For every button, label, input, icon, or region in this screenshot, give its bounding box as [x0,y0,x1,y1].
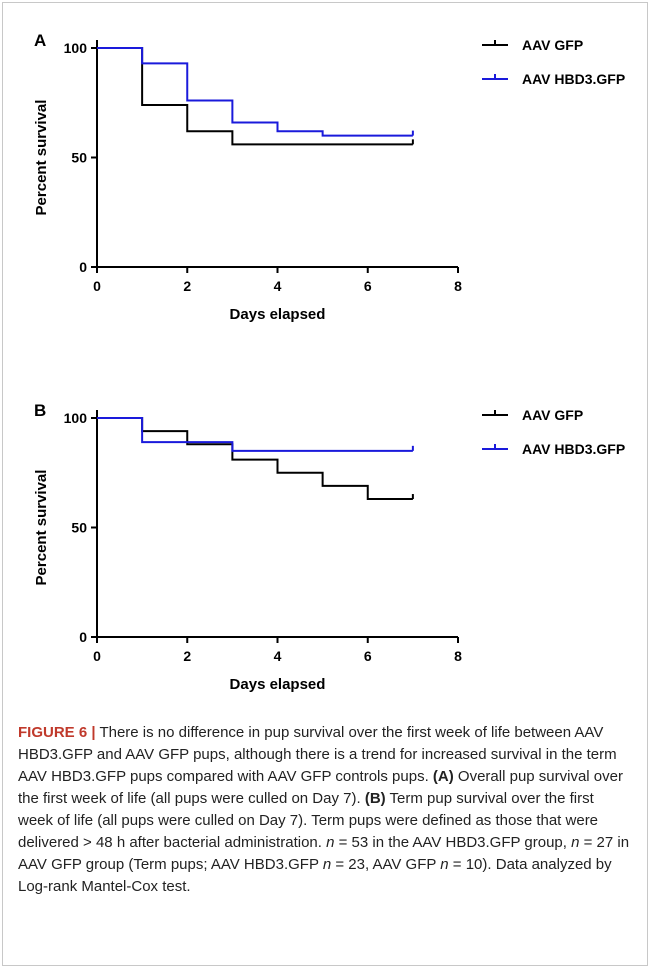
caption-n-text: = 27 in AAV GFP group (Term pups; AAV HB… [18,834,630,873]
y-tick-label: 50 [71,150,87,166]
caption-n-var: n [571,834,580,851]
caption-n-text: = 10). Data analyzed by Log-rank Mantel-… [18,856,612,895]
legend-label: AAV HBD3.GFP [522,71,625,87]
figure-caption: FIGURE 6 | There is no difference in pup… [18,722,630,898]
caption-intro: There is no difference in pup survival o… [18,724,617,785]
series-line-aav-gfp [97,417,413,501]
caption-n-text: = 23, AAV GFP [331,856,441,873]
legend-label: AAV HBD3.GFP [522,441,625,457]
x-tick-label: 6 [364,278,372,294]
caption-figure-label: FIGURE 6 | [18,724,96,741]
y-axis-title: Percent survival [33,470,50,586]
legend-label: AAV GFP [522,37,583,53]
y-tick-label: 100 [64,40,88,56]
legend-label: AAV GFP [522,407,583,423]
panel-label-a: A [34,31,46,50]
caption-n-text: = 53 in the AAV HBD3.GFP group, [334,834,572,851]
x-tick-label: 4 [274,648,282,664]
panel-label-b: B [34,401,46,420]
caption-panel-b-text: Term pup survival over the first week of… [18,790,599,851]
series-line-aav-hbd3-gfp [97,417,413,452]
x-tick-label: 8 [454,278,462,294]
x-tick-label: 6 [364,648,372,664]
caption-n-var: n [322,856,332,873]
y-tick-label: 0 [79,259,87,275]
caption-panel-a-text: Overall pup survival over the first week… [18,768,623,807]
x-tick-label: 4 [274,278,282,294]
series-line-aav-hbd3-gfp [97,47,413,137]
y-tick-label: 100 [64,410,88,426]
x-tick-label: 8 [454,648,462,664]
panel-a-chart: A 0 50 100 0 2 4 6 8 Days elapsed Percent survival… [33,31,625,323]
y-tick-label: 50 [71,520,87,536]
y-tick-label: 0 [79,629,87,645]
caption-panel-a-label: (A) [432,768,454,785]
x-axis-title: Days elapsed [230,306,326,323]
panel-b-chart: B 0 50 100 0 2 4 6 8 Days elapsed Percent survival… [33,401,625,693]
x-tick-label: 0 [93,278,101,294]
x-tick-label: 0 [93,648,101,664]
x-tick-label: 2 [183,278,191,294]
x-axis-title: Days elapsed [230,676,326,693]
x-tick-label: 2 [183,648,191,664]
caption-n-var: n [326,834,335,851]
caption-panel-b-label: (B) [364,790,386,807]
caption-n-var: n [440,856,449,873]
y-axis-title: Percent survival [33,100,50,216]
